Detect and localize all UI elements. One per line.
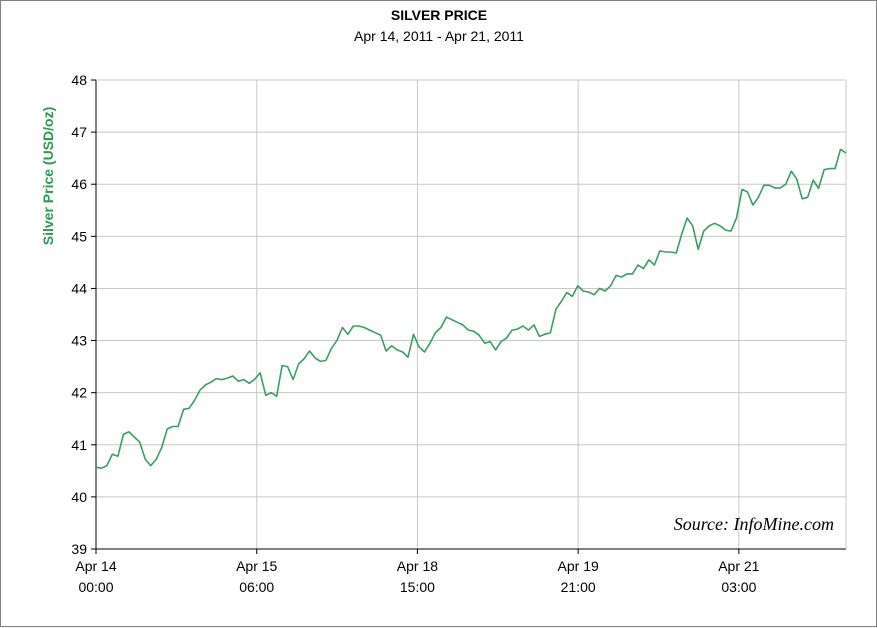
chart-title: SILVER PRICE xyxy=(391,7,487,23)
grid-lines xyxy=(96,79,846,549)
series-layer xyxy=(95,148,847,470)
x-tick-label-time: 03:00 xyxy=(721,579,756,595)
y-tick-label: 40 xyxy=(71,489,87,505)
y-tick-label: 42 xyxy=(71,385,87,401)
x-tick-label-date: Apr 15 xyxy=(236,558,277,574)
y-tick-label: 39 xyxy=(71,541,87,557)
y-tick-label: 45 xyxy=(71,228,87,244)
x-tick-label-date: Apr 19 xyxy=(558,558,599,574)
y-tick-labels: 39 40 41 42 43 44 45 46 47 48 xyxy=(71,72,87,557)
silver-price-line xyxy=(95,148,847,470)
x-tick-label-time: 06:00 xyxy=(239,579,274,595)
y-tick-label: 44 xyxy=(71,280,87,296)
y-tick-label: 43 xyxy=(71,333,87,349)
source-annotation: Source: InfoMine.com xyxy=(674,514,834,534)
y-tick-label: 41 xyxy=(71,437,87,453)
x-tick-label-time: 21:00 xyxy=(561,579,596,595)
y-tick-label: 47 xyxy=(71,124,87,140)
y-axis-label: Silver Price (USD/oz) xyxy=(40,107,56,246)
chart-subtitle: Apr 14, 2011 - Apr 21, 2011 xyxy=(354,28,524,44)
x-tick-label-date: Apr 18 xyxy=(397,558,438,574)
x-tick-label-date: Apr 14 xyxy=(75,558,116,574)
x-tick-labels: Apr 14 00:00 Apr 15 06:00 Apr 18 15:00 Apr 19 2… xyxy=(75,558,759,595)
axes xyxy=(91,79,847,554)
x-tick-label-time: 00:00 xyxy=(78,579,113,595)
x-tick-label-date: Apr 21 xyxy=(718,558,759,574)
y-tick-label: 48 xyxy=(71,72,87,88)
y-tick-label: 46 xyxy=(71,176,87,192)
x-tick-label-time: 15:00 xyxy=(400,579,435,595)
